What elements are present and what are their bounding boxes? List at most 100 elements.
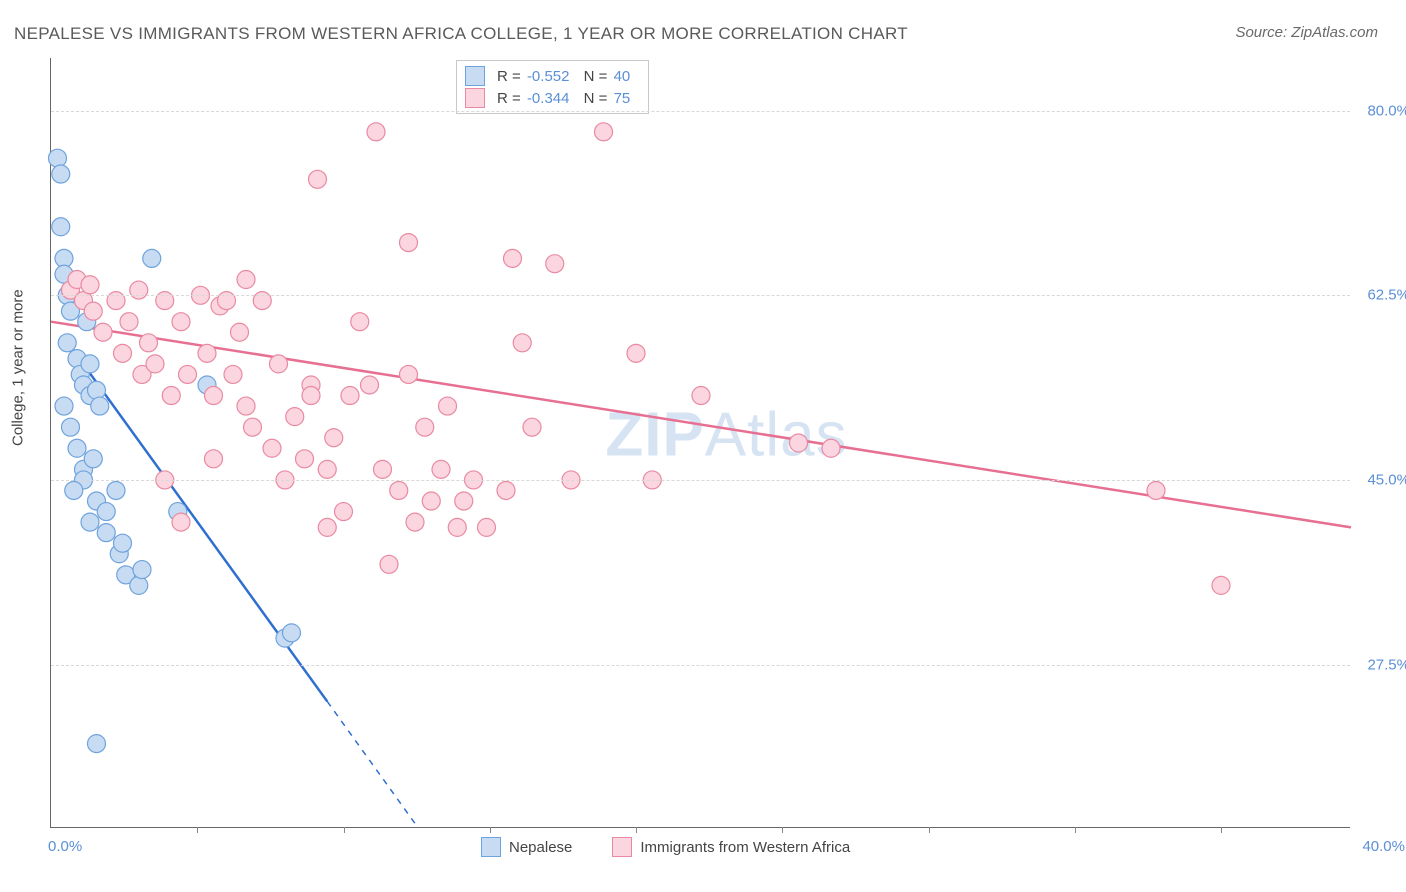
scatter-point-nepalese — [81, 355, 99, 373]
scatter-point-waf — [162, 387, 180, 405]
x-tick — [1221, 827, 1222, 833]
regression-line-dashed-nepalese — [327, 701, 418, 828]
scatter-point-nepalese — [110, 545, 128, 563]
scatter-point-waf — [205, 450, 223, 468]
x-tick — [344, 827, 345, 833]
scatter-point-nepalese — [65, 481, 83, 499]
scatter-point-nepalese — [84, 450, 102, 468]
scatter-point-waf — [120, 313, 138, 331]
scatter-point-waf — [497, 481, 515, 499]
scatter-point-nepalese — [75, 376, 93, 394]
scatter-point-waf — [595, 123, 613, 141]
scatter-point-waf — [432, 460, 450, 478]
scatter-point-waf — [309, 170, 327, 188]
scatter-point-waf — [390, 481, 408, 499]
scatter-point-waf — [422, 492, 440, 510]
x-tick — [929, 827, 930, 833]
scatter-point-nepalese — [62, 302, 80, 320]
n-label: N = — [584, 90, 608, 107]
scatter-point-waf — [244, 418, 262, 436]
legend-label-0: Nepalese — [509, 839, 572, 856]
scatter-point-waf — [335, 503, 353, 521]
scatter-point-waf — [302, 387, 320, 405]
scatter-point-nepalese — [55, 397, 73, 415]
scatter-point-waf — [224, 365, 242, 383]
scatter-point-nepalese — [62, 418, 80, 436]
scatter-point-waf — [790, 434, 808, 452]
scatter-point-waf — [523, 418, 541, 436]
scatter-point-waf — [114, 344, 132, 362]
scatter-point-waf — [325, 429, 343, 447]
n-value-1: 75 — [614, 90, 631, 107]
legend-stats-row-1: R = -0.344 N = 75 — [465, 87, 640, 109]
x-tick — [1075, 827, 1076, 833]
scatter-point-waf — [367, 123, 385, 141]
watermark-suffix: Atlas — [705, 400, 848, 469]
x-tick — [197, 827, 198, 833]
scatter-point-nepalese — [169, 503, 187, 521]
regression-line-nepalese — [64, 338, 327, 702]
scatter-point-nepalese — [283, 624, 301, 642]
scatter-point-waf — [318, 518, 336, 536]
scatter-point-waf — [416, 418, 434, 436]
legend-stats-row-0: R = -0.552 N = 40 — [465, 65, 640, 87]
scatter-point-waf — [218, 292, 236, 310]
scatter-point-waf — [455, 492, 473, 510]
scatter-point-waf — [231, 323, 249, 341]
scatter-point-waf — [1212, 576, 1230, 594]
swatch-nepalese — [481, 837, 501, 857]
scatter-point-nepalese — [91, 397, 109, 415]
x-axis-min-label: 0.0% — [48, 838, 82, 855]
plot-area: ZIPAtlas R = -0.552 N = 40 R = -0.344 N … — [50, 58, 1350, 828]
legend-stats: R = -0.552 N = 40 R = -0.344 N = 75 — [456, 60, 649, 114]
scatter-point-waf — [296, 450, 314, 468]
scatter-point-waf — [133, 365, 151, 383]
y-tick-label: 80.0% — [1367, 102, 1406, 119]
y-tick-label: 62.5% — [1367, 287, 1406, 304]
legend-item-1: Immigrants from Western Africa — [612, 837, 850, 857]
scatter-point-waf — [156, 292, 174, 310]
y-axis-title: College, 1 year or more — [10, 289, 27, 446]
r-label: R = — [497, 68, 521, 85]
legend-label-1: Immigrants from Western Africa — [640, 839, 850, 856]
scatter-point-nepalese — [276, 629, 294, 647]
scatter-point-waf — [822, 439, 840, 457]
scatter-point-waf — [237, 271, 255, 289]
scatter-point-waf — [84, 302, 102, 320]
scatter-point-waf — [1147, 481, 1165, 499]
scatter-point-nepalese — [130, 576, 148, 594]
scatter-point-nepalese — [55, 249, 73, 267]
scatter-point-nepalese — [52, 165, 70, 183]
gridline — [51, 480, 1350, 481]
scatter-point-waf — [400, 365, 418, 383]
scatter-point-nepalese — [81, 387, 99, 405]
n-label: N = — [584, 68, 608, 85]
scatter-point-nepalese — [97, 524, 115, 542]
scatter-points — [51, 58, 1350, 827]
gridline — [51, 295, 1350, 296]
scatter-point-waf — [146, 355, 164, 373]
scatter-point-waf — [62, 281, 80, 299]
x-tick — [490, 827, 491, 833]
regression-lines — [51, 58, 1350, 827]
scatter-point-nepalese — [107, 481, 125, 499]
scatter-point-waf — [627, 344, 645, 362]
scatter-point-waf — [439, 397, 457, 415]
scatter-point-nepalese — [55, 265, 73, 283]
swatch-waf — [465, 88, 485, 108]
scatter-point-waf — [179, 365, 197, 383]
scatter-point-waf — [205, 387, 223, 405]
scatter-point-waf — [237, 397, 255, 415]
scatter-point-nepalese — [198, 376, 216, 394]
scatter-point-waf — [253, 292, 271, 310]
scatter-point-waf — [94, 323, 112, 341]
scatter-point-nepalese — [81, 513, 99, 531]
scatter-point-nepalese — [88, 735, 106, 753]
scatter-point-nepalese — [97, 503, 115, 521]
scatter-point-nepalese — [71, 365, 89, 383]
scatter-point-nepalese — [68, 350, 86, 368]
scatter-point-waf — [351, 313, 369, 331]
scatter-point-waf — [172, 513, 190, 531]
r-value-0: -0.552 — [527, 68, 570, 85]
r-value-1: -0.344 — [527, 90, 570, 107]
